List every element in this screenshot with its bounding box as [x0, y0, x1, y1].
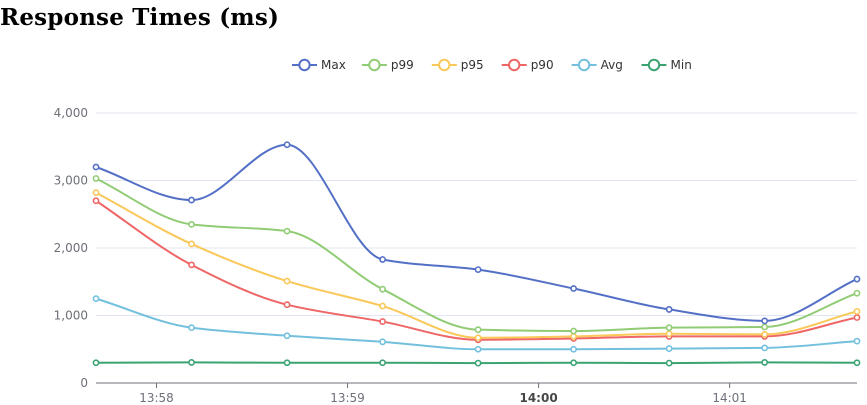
data-point[interactable]	[665, 359, 673, 367]
axes: 0 1,000 2,000 3,000 4,000 13:58 13:59 14:00 14:0…	[54, 106, 857, 405]
data-point[interactable]	[474, 334, 482, 342]
legend-label: p90	[531, 58, 554, 72]
x-tick-label: 13:59	[330, 391, 365, 405]
data-point[interactable]	[188, 240, 195, 248]
data-point[interactable]	[283, 277, 291, 285]
legend-item-avg[interactable]: Avg	[571, 58, 623, 72]
grid-lines	[96, 112, 857, 316]
data-point[interactable]	[853, 289, 861, 297]
chart-title: Response Times (ms)	[0, 4, 280, 31]
data-point[interactable]	[92, 295, 100, 303]
x-tick-label: 14:01	[712, 391, 747, 405]
series-min	[92, 359, 861, 367]
data-point[interactable]	[570, 285, 578, 292]
data-point[interactable]	[379, 338, 386, 346]
data-point[interactable]	[761, 317, 769, 325]
legend-item-p95[interactable]: p95	[431, 58, 484, 72]
y-tick-label: 2,000	[54, 241, 88, 255]
legend-label: Avg	[601, 58, 623, 72]
data-point[interactable]	[188, 196, 195, 204]
y-tick-label: 3,000	[54, 174, 88, 188]
y-tick-label: 0	[80, 376, 88, 390]
data-point[interactable]	[92, 189, 100, 197]
legend-item-min[interactable]: Min	[641, 58, 692, 72]
data-point[interactable]	[379, 318, 386, 325]
data-point[interactable]	[92, 163, 100, 171]
data-point[interactable]	[570, 333, 578, 340]
data-point[interactable]	[283, 301, 291, 309]
data-point[interactable]	[665, 306, 673, 313]
series-p99	[92, 175, 861, 335]
legend-label: p95	[461, 58, 484, 72]
series-lines	[92, 141, 861, 367]
legend-marker	[368, 58, 381, 72]
series-line-max	[95, 143, 858, 322]
data-point[interactable]	[761, 330, 769, 338]
y-tick-label: 4,000	[54, 106, 88, 120]
data-point[interactable]	[283, 359, 291, 367]
x-tick-label: 13:58	[139, 391, 174, 405]
x-tick-label: 14:00	[519, 391, 557, 405]
series-max	[92, 141, 861, 325]
data-point[interactable]	[474, 345, 482, 353]
data-point[interactable]	[474, 266, 482, 273]
legend-marker	[577, 58, 591, 72]
data-point[interactable]	[379, 256, 386, 263]
legend-marker	[647, 58, 661, 72]
data-point[interactable]	[188, 324, 195, 332]
data-point[interactable]	[283, 332, 291, 340]
data-point[interactable]	[570, 345, 578, 353]
data-point[interactable]	[474, 326, 482, 334]
data-point[interactable]	[188, 220, 195, 228]
legend-label: Min	[671, 58, 692, 72]
data-point[interactable]	[853, 275, 861, 283]
legend-item-p99[interactable]: p99	[361, 58, 414, 72]
data-point[interactable]	[570, 327, 578, 335]
series-p95	[92, 189, 861, 342]
data-point[interactable]	[188, 261, 195, 269]
data-point[interactable]	[92, 359, 100, 367]
data-point[interactable]	[379, 359, 386, 367]
data-point[interactable]	[665, 330, 673, 338]
legend: Max p99 p95 p90 Avg Min	[292, 58, 692, 72]
legend-item-max[interactable]: Max	[292, 58, 346, 72]
data-point[interactable]	[283, 141, 291, 149]
data-point[interactable]	[853, 359, 861, 367]
legend-label: p99	[391, 58, 414, 72]
y-tick-label: 1,000	[54, 309, 88, 323]
data-point[interactable]	[853, 308, 861, 315]
data-point[interactable]	[379, 302, 386, 310]
data-point[interactable]	[188, 359, 195, 366]
data-point[interactable]	[92, 197, 100, 205]
data-point[interactable]	[665, 324, 673, 332]
data-point[interactable]	[853, 337, 861, 345]
legend-item-p90[interactable]: p90	[501, 58, 554, 72]
data-point[interactable]	[283, 227, 291, 235]
data-point[interactable]	[665, 345, 673, 352]
data-point[interactable]	[379, 285, 386, 293]
legend-marker	[508, 58, 521, 72]
data-point[interactable]	[853, 314, 861, 321]
legend-marker	[298, 58, 311, 72]
data-point[interactable]	[570, 359, 578, 367]
data-point[interactable]	[92, 175, 100, 182]
legend-label: Max	[321, 58, 346, 72]
legend-marker	[438, 58, 451, 72]
series-line-p95	[95, 191, 858, 339]
data-point[interactable]	[761, 344, 769, 352]
data-point[interactable]	[761, 323, 769, 331]
data-point[interactable]	[474, 359, 482, 367]
series-line-p99	[95, 177, 858, 333]
data-point[interactable]	[761, 359, 769, 366]
series-avg	[92, 295, 861, 353]
